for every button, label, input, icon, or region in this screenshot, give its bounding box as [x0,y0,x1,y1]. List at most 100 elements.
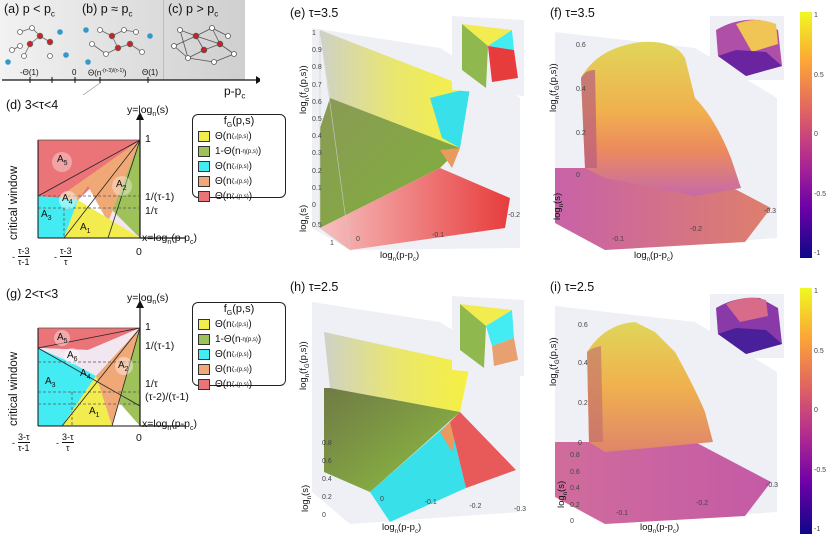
panel-d-title: (d) 3<τ<4 [6,98,59,112]
plot-i-inset [706,288,788,362]
tick-theta-n: Θ(n-(τ-3)/(τ-1)) [88,68,127,78]
plot-e-xtick-1: -0.1 [432,232,445,239]
panel-g-xtick1: - 3-τ τ-1 [12,432,30,453]
plot-e-ztick-9: 0.1 [312,184,322,192]
panel-d-r1: 1/(τ-1) [145,191,175,203]
legend-d-row-red: Θ(n ζ₄(p,s)) [193,189,285,204]
legend-g-row-yellow: Θ(n ζ₁(p,s)) [193,317,285,332]
surface-h-cyan [370,422,466,522]
plot-h-ytick-3: 0.2 [322,494,332,501]
plot-f-title: (f) τ=3.5 [550,6,595,20]
legend-g-row-cyan: Θ(n ζ₂(p,s)) [193,347,285,362]
plot-f-ylabel: logn(s) [552,192,565,220]
panel-g-title: (g) 2<τ<3 [6,287,59,301]
plot-e-ztick-10: 0 [312,202,316,209]
panel-d-zero: 0 [136,246,142,258]
plot-f-xtick-2: -0.3 [764,208,777,215]
legend-g-row-red: Θ(n ζ₄(p,s)) [193,377,285,392]
surface-i-base [555,442,771,524]
plot-i-xtick-1: -0.2 [696,500,709,507]
plot-h-yticks: 0.8 0.6 0.4 0.2 0 [322,440,336,520]
panel-d-a3: A3 [41,209,52,222]
region-a1-g [62,376,112,426]
colorbar-top-tick-4: -1 [814,250,821,257]
network-b-icon [83,27,153,65]
plot-i-zlabel: logn(fG(p,s)) [548,337,561,386]
colorbar-top-tick-1: 0.5 [814,71,824,79]
panel-g-a5: A5 [57,332,68,345]
plot-i-ytick-3: 0.2 [570,501,580,509]
region-a3-g [38,348,96,426]
plot-i-title: (i) τ=2.5 [550,280,595,294]
plot-h-xtick-3: -0.3 [514,506,527,513]
plot-e-ytick-0: 0.5 [312,222,322,229]
plot-e-xtick-2: -0.2 [508,212,521,219]
plot-e-ztick-2: 0.8 [312,64,322,72]
legend-g-row-green: 1-Θ(n -η(p,s)) [193,332,285,347]
panel-g-r3: (τ-2)/(τ-1) [145,391,189,403]
legend-d-title: fG(p,s) [223,115,255,130]
plot-f-inset [706,10,788,84]
surface-h-green [324,388,460,492]
panel-g-critical-window: critical window [8,351,20,426]
plot-e-title: (e) τ=3.5 [290,6,339,20]
panel-g-a6: A6 [67,350,78,363]
panel-g-r2: 1/τ [145,378,158,390]
colorbar-bottom-tick-0: 1 [814,288,818,295]
plot-i-svg [555,306,777,524]
plot-i-yticks: 0.8 0.6 0.4 0.2 0 [570,452,584,526]
panel-c-title: (c) p > pc [168,2,219,19]
plot-h-title: (h) τ=2.5 [290,280,339,294]
panel-d-xtick2: - τ-3 τ [54,246,72,267]
region-a5 [38,140,140,200]
plot-h-ytick-0: 0.8 [322,440,332,447]
plot-f-ztick-0: 0.6 [576,42,586,49]
plot-f-xtick-1: -0.2 [690,226,703,233]
plot-e-ztick-1: 0.9 [312,47,322,55]
plot-i-ytick-1: 0.6 [570,468,580,476]
network-c-icon [171,25,237,65]
surface-e-orange [440,148,460,168]
plot-i-xlabel: logn(p-pc) [640,522,680,535]
surface-h-yellow [324,332,470,412]
plot-h-ytick-4: 0 [322,512,326,519]
panel-g-a4: A4 [80,368,91,381]
plot-f-xtick-0: -0.1 [612,236,625,243]
panel-g-xlabel: x=logn(p-pc) [142,418,197,433]
surface-e-red [320,168,510,250]
surface-e-yellow [320,30,470,148]
plot-f-ztick-1: 0.4 [576,86,586,93]
panel-a-title: (a) p < pc [4,2,55,19]
plot-i-ylabel: logn(s) [556,480,569,508]
network-a-icon [5,25,69,65]
colorbar-top-tick-2: 0 [814,131,818,138]
panel-g-r1: 1/(τ-1) [145,340,175,352]
region-a5-g [38,328,140,350]
panel-d-a2: A2 [116,179,127,192]
plot-i-xtick-0: -0.1 [616,510,629,517]
plot-i [545,292,785,540]
plot-h-inset [448,290,528,380]
phase-strip-svg [0,0,262,114]
plot-i-ytick-0: 0.8 [570,452,580,459]
plot-h-xlabel: logn(p-pc) [382,522,422,535]
plot-i-xtick-2: -0.3 [766,482,779,489]
region-a4-g [96,328,140,426]
plot-f [545,18,785,270]
legend-d-row-orange: Θ(n ζ₃(p,s)) [193,174,285,189]
plot-h-xticks: 0 -0.1 -0.2 -0.3 [380,496,530,516]
plot-i-ztick-3: 0 [578,440,582,447]
plot-f-zlabel: logn(fG(p,s)) [548,63,561,112]
panel-g-xtick2: - 3-τ τ [56,432,74,453]
colorbar-bottom [800,288,812,534]
colorbar-bottom-ticks: 1 0.5 0 -0.5 -1 [814,288,830,534]
panel-d-a1: A1 [80,222,91,235]
legend-g-title: fG(p,s) [223,303,255,318]
legend-d-row-green: 1-Θ(n -η(p,s)) [193,144,285,159]
plot-e-ztick-6: 0.4 [312,133,322,141]
legend-g: fG(p,s) Θ(n ζ₁(p,s)) 1-Θ(n -η(p,s)) Θ(n ζ₂(… [192,302,286,391]
plot-f-ztick-3: 0 [576,172,580,179]
plot-h-xtick-2: -0.2 [469,502,482,510]
plot-e-zlabel: logn(fG(p,s)) [298,65,311,114]
plot-h-xtick-0: 0 [380,496,384,503]
